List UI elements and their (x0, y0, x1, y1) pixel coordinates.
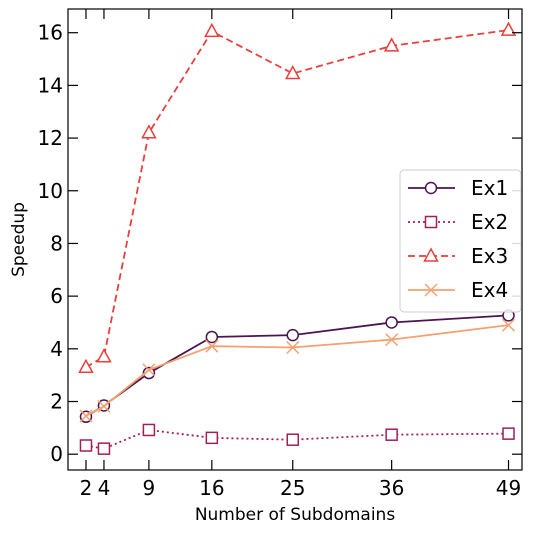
legend-label-ex1: Ex1 (471, 176, 508, 200)
point-ex3-25 (284, 64, 301, 80)
point-ex3-36 (383, 37, 400, 52)
point-ex1-16 (205, 330, 219, 344)
y-axis-label: Speedup (9, 202, 29, 277)
point-ex4-49-b (501, 318, 516, 332)
y-tick-label-0: 0 (50, 442, 63, 466)
point-ex3-9 (141, 124, 157, 139)
legend-marker-ex3 (423, 247, 439, 262)
point-ex2-2 (79, 439, 93, 452)
legend-box (399, 169, 522, 313)
y-tick-label-8: 8 (50, 231, 63, 255)
point-ex4-25-b (286, 340, 300, 355)
point-ex3-49 (500, 21, 517, 36)
point-ex4-49 (501, 318, 516, 332)
y-tick-label-14: 14 (38, 73, 63, 97)
y-tick-label-2: 2 (50, 390, 63, 414)
point-ex3-16 (204, 22, 220, 38)
point-ex3-2 (78, 358, 94, 374)
series-line-ex1 (85, 314, 509, 418)
point-ex4-9-b (142, 363, 156, 377)
legend: Ex1 Ex2 Ex3 Ex4 (399, 169, 522, 313)
point-ex2-25 (286, 433, 300, 446)
point-ex2-9 (142, 423, 156, 437)
point-ex1-36 (385, 316, 398, 329)
x-tick-label-9: 9 (143, 476, 156, 500)
point-ex4-4 (97, 399, 111, 413)
y-tick-label-10: 10 (38, 179, 63, 203)
point-ex3-4 (96, 348, 112, 363)
x-tick-label-25: 25 (280, 476, 305, 500)
series-ex4 (79, 318, 516, 423)
point-ex2-36 (385, 428, 398, 441)
x-tick-label-2: 2 (80, 476, 93, 500)
legend-marker-ex4 (424, 283, 438, 297)
y-tick-label-4: 4 (50, 337, 63, 361)
point-ex4-36 (385, 333, 399, 347)
point-ex4-2-b (79, 409, 93, 423)
x-axis-label: Number of Subdomains (195, 505, 396, 525)
point-ex4-16 (205, 339, 219, 353)
legend-marker-ex2 (424, 215, 438, 229)
legend-label-ex2: Ex2 (471, 210, 508, 234)
x-tick-label-16: 16 (199, 476, 224, 500)
point-ex4-25 (286, 340, 300, 355)
point-ex4-16-b (205, 339, 219, 353)
y-tick-label-6: 6 (50, 284, 63, 308)
y-tick-label-16: 16 (38, 21, 63, 45)
legend-label-ex3: Ex3 (471, 244, 508, 268)
plot-frame (67, 8, 523, 471)
plot-area (78, 21, 517, 455)
y-tick-label-12: 12 (38, 126, 63, 150)
series-ex2 (79, 423, 515, 455)
legend-label-ex4: Ex4 (471, 278, 508, 302)
point-ex2-49 (502, 427, 515, 440)
point-ex4-2 (79, 409, 93, 423)
point-ex4-36-b (385, 333, 399, 347)
point-ex2-4 (97, 442, 111, 455)
point-ex1-9 (142, 366, 156, 380)
x-tick-label-49: 49 (496, 476, 521, 500)
series-ex3 (78, 21, 517, 374)
point-ex4-4-b (97, 399, 111, 413)
x-tick-label-4: 4 (98, 476, 111, 500)
legend-marker-ex4-b (424, 283, 438, 297)
x-tick-label-36: 36 (379, 476, 404, 500)
legend-marker-ex1 (424, 181, 438, 195)
point-ex2-16 (205, 431, 219, 445)
point-ex4-9 (142, 363, 156, 377)
point-ex1-25 (286, 328, 300, 342)
